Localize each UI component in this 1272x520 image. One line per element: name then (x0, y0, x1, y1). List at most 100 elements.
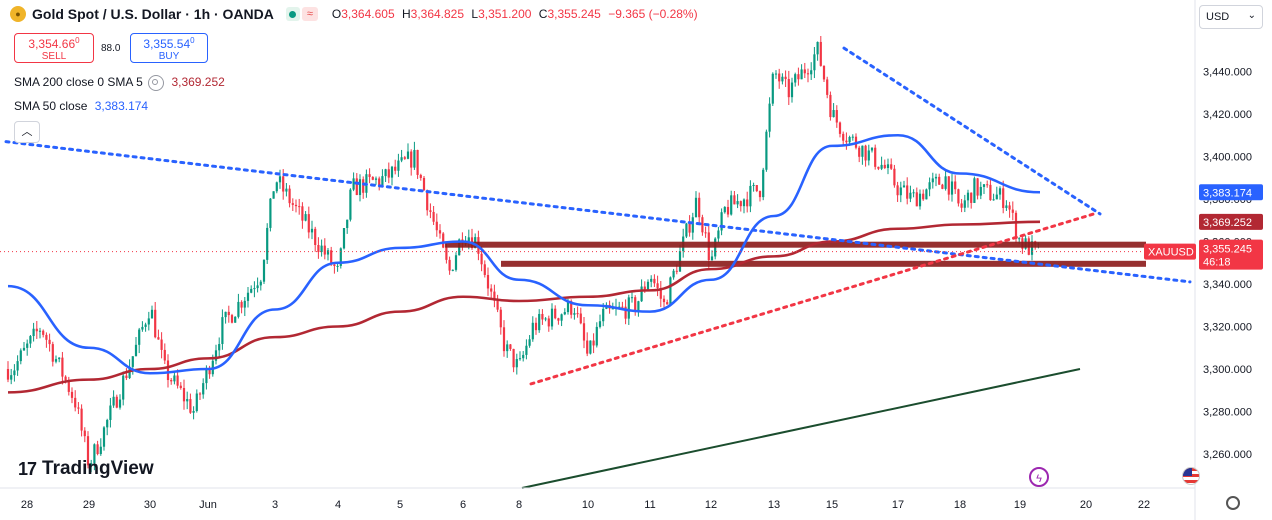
candle-body (643, 286, 646, 290)
gear-icon[interactable] (1226, 496, 1240, 510)
collapse-legend-button[interactable]: ︿ (14, 121, 40, 143)
candle-body (374, 178, 378, 180)
candle-body (269, 198, 272, 228)
candle-body (704, 232, 707, 234)
wave-icon[interactable]: ≈ (301, 7, 318, 21)
indicator-lines-layer (0, 46, 1195, 489)
y-tick-label: 3,280.000 (1203, 407, 1252, 419)
candle-body (861, 145, 864, 157)
candle-body (390, 166, 394, 178)
sell-button[interactable]: 3,354.660 SELL (14, 33, 94, 63)
currency-select[interactable]: USD ⌄ (1199, 5, 1263, 29)
candle-body (899, 187, 902, 196)
candle-body (934, 176, 938, 179)
candle-body (733, 195, 736, 205)
symbol-price-tag: XAUUSD (1148, 247, 1194, 259)
candle-body (1030, 241, 1034, 255)
long-trendline (521, 368, 1081, 489)
candle-body (448, 259, 451, 271)
candle-body (157, 337, 160, 340)
y-tick-label: 3,260.000 (1203, 449, 1252, 461)
candle-body (1008, 205, 1011, 210)
candle-body (413, 149, 416, 168)
candle-body (838, 122, 842, 134)
candle-body (544, 318, 547, 320)
candle-body (275, 182, 278, 192)
x-tick-label: 3 (272, 499, 278, 511)
candle-body (326, 250, 330, 255)
candle-body (918, 193, 922, 207)
candle-body (493, 291, 496, 301)
candle-body (310, 228, 314, 233)
market-open-icon[interactable] (285, 7, 300, 21)
candle-body (314, 228, 317, 245)
candle-body (317, 244, 320, 253)
candle-body (848, 137, 851, 143)
candle-body (688, 223, 691, 233)
candle-body (550, 308, 554, 327)
x-tick-label: 22 (1138, 499, 1150, 511)
candle-body (698, 197, 701, 218)
candle-body (797, 74, 800, 80)
candle-body (874, 147, 877, 167)
candle-body (570, 301, 573, 315)
candle-body (970, 192, 973, 203)
x-tick-label: Jun (199, 499, 217, 511)
candle-body (768, 103, 771, 132)
candle-body (672, 270, 675, 278)
y-tick-label: 3,400.000 (1203, 152, 1252, 164)
support-zone (501, 260, 1146, 267)
flash-event-icon[interactable]: ϟ (1029, 467, 1049, 487)
candle-body (176, 375, 179, 386)
candles-layer (6, 36, 1040, 473)
candle-body (640, 286, 643, 302)
candle-body (384, 169, 387, 177)
market-status[interactable]: ≈ (285, 7, 318, 21)
x-tick-label: 13 (768, 499, 780, 511)
candle-body (234, 316, 237, 323)
candle-body (528, 339, 531, 346)
candle-body (739, 201, 742, 207)
candle-body (346, 219, 349, 229)
candle-body (256, 285, 259, 289)
candle-body (189, 399, 192, 413)
candle-body (963, 200, 966, 208)
candle-body (522, 354, 525, 359)
candle-body (35, 328, 38, 332)
candle-body (877, 166, 880, 169)
candle-body (125, 375, 128, 379)
candle-body (710, 256, 714, 261)
candle-body (621, 306, 624, 308)
symbol-title[interactable]: Gold Spot / U.S. Dollar · 1h · OANDA (32, 6, 274, 22)
candle-body (426, 190, 429, 211)
candle-body (64, 376, 67, 380)
candle-body (115, 396, 118, 408)
candle-body (51, 344, 54, 362)
candle-body (154, 309, 157, 338)
sma200-legend[interactable]: SMA 200 close 0 SMA 5 3,369.252 (14, 75, 225, 91)
buy-button[interactable]: 3,355.540 BUY (130, 33, 208, 63)
candle-body (358, 179, 362, 196)
sma50-legend[interactable]: SMA 50 close 3,383.174 (14, 99, 148, 113)
indicator-settings-icon[interactable] (148, 75, 165, 91)
candle-body (579, 313, 582, 324)
candle-body (925, 189, 928, 200)
candle-body (794, 74, 797, 83)
candle-body (947, 176, 950, 195)
candle-body (419, 174, 422, 178)
candle-body (525, 345, 528, 355)
x-tick-label: 10 (582, 499, 594, 511)
high-value: 3,364.825 (410, 7, 465, 21)
candle-body (160, 339, 163, 350)
candle-body (272, 191, 275, 199)
candle-body (205, 368, 208, 384)
candle-body (931, 178, 934, 183)
us-flag-icon[interactable] (1182, 467, 1200, 485)
candle-body (67, 379, 70, 392)
candle-body (243, 300, 246, 308)
candle-body (566, 301, 570, 313)
candle-body (646, 281, 650, 290)
candle-body (29, 336, 32, 344)
candle-body (666, 302, 669, 305)
